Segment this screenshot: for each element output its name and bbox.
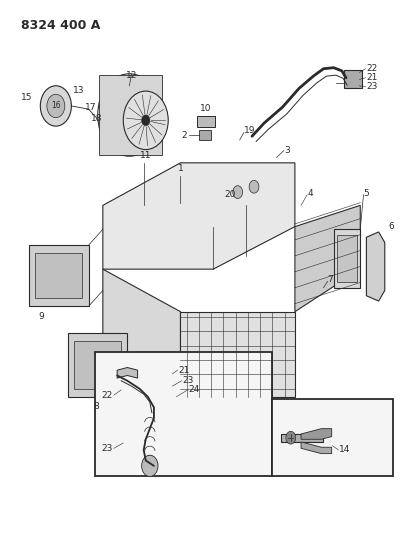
- Text: 21: 21: [366, 73, 377, 82]
- Circle shape: [123, 91, 168, 150]
- Bar: [99, 75, 162, 155]
- Bar: [68, 333, 127, 397]
- Text: 8324 400 A: 8324 400 A: [21, 19, 100, 33]
- Text: 4: 4: [307, 189, 313, 198]
- Text: 11: 11: [139, 151, 151, 159]
- Polygon shape: [180, 312, 294, 397]
- Text: 22: 22: [101, 391, 113, 400]
- Bar: [35, 253, 82, 298]
- Text: 19: 19: [243, 126, 255, 135]
- Polygon shape: [366, 232, 384, 301]
- Polygon shape: [103, 163, 294, 269]
- Text: 21: 21: [178, 366, 189, 375]
- Text: 23: 23: [366, 82, 377, 91]
- Circle shape: [142, 455, 157, 477]
- Polygon shape: [300, 429, 331, 439]
- Text: 7: 7: [327, 275, 333, 284]
- Circle shape: [249, 180, 258, 193]
- Bar: [272, 399, 392, 477]
- Text: 23: 23: [101, 444, 113, 453]
- Bar: [343, 70, 362, 88]
- Polygon shape: [117, 368, 137, 378]
- Text: 9: 9: [38, 312, 44, 321]
- Bar: [198, 131, 211, 140]
- Text: 12: 12: [126, 71, 137, 80]
- Polygon shape: [300, 442, 331, 454]
- Text: 16: 16: [51, 101, 61, 110]
- Polygon shape: [280, 434, 323, 442]
- Text: 23: 23: [182, 376, 193, 385]
- Bar: [196, 116, 215, 127]
- Text: 2: 2: [180, 131, 186, 140]
- Text: 10: 10: [200, 104, 211, 113]
- Bar: [94, 352, 272, 477]
- Text: 15: 15: [21, 93, 32, 102]
- Text: 20: 20: [224, 190, 235, 199]
- Text: 18: 18: [90, 114, 102, 123]
- Bar: [29, 245, 88, 306]
- Text: 5: 5: [363, 189, 369, 198]
- Circle shape: [232, 185, 242, 198]
- Circle shape: [142, 115, 149, 126]
- Polygon shape: [103, 269, 180, 397]
- Text: 8: 8: [94, 402, 99, 411]
- Text: 22: 22: [366, 64, 377, 73]
- Circle shape: [40, 86, 71, 126]
- Bar: [337, 235, 356, 282]
- Text: 17: 17: [84, 102, 96, 111]
- Polygon shape: [294, 205, 360, 312]
- Circle shape: [47, 94, 65, 118]
- Circle shape: [285, 431, 295, 444]
- Text: 6: 6: [388, 222, 393, 231]
- Text: 24: 24: [188, 385, 200, 394]
- Text: 3: 3: [284, 146, 290, 155]
- Text: 1: 1: [177, 165, 183, 173]
- Bar: [74, 341, 121, 389]
- Bar: [333, 229, 360, 288]
- Text: 14: 14: [338, 446, 350, 455]
- Text: 13: 13: [73, 85, 85, 94]
